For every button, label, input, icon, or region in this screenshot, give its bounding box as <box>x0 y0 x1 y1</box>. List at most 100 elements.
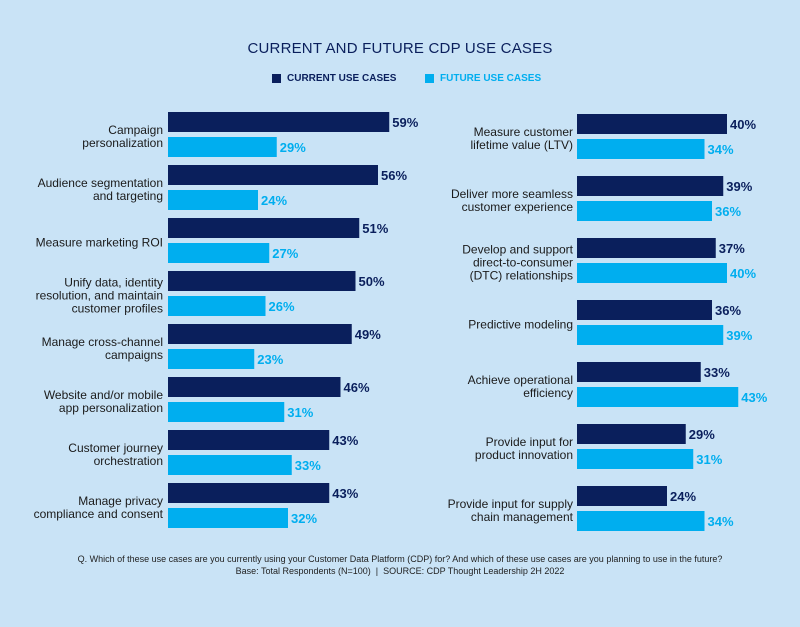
bar-current <box>168 483 330 503</box>
bar-future <box>577 511 705 531</box>
category-label: compliance and consent <box>34 507 164 521</box>
category-label: product innovation <box>475 448 573 462</box>
category-label: Measure customer <box>474 125 573 139</box>
bar-current <box>168 218 360 238</box>
data-label: 36% <box>715 204 741 219</box>
category-label: campaigns <box>105 348 163 362</box>
category-label: Provide input for supply <box>448 497 573 511</box>
category-label: customer profiles <box>72 302 163 316</box>
legend-label-current: CURRENT USE CASES <box>287 73 397 84</box>
category-label: Provide input for <box>486 435 573 449</box>
bar-current <box>577 176 724 196</box>
data-label: 50% <box>359 274 385 289</box>
category-label: Customer journey <box>68 441 163 455</box>
category-label: chain management <box>471 510 574 524</box>
bar-current <box>577 424 686 444</box>
category-label: personalization <box>82 136 163 150</box>
bar-current <box>168 377 341 397</box>
bar-future <box>577 139 705 159</box>
data-label: 33% <box>295 458 321 473</box>
data-label: 40% <box>730 117 756 132</box>
category-label: orchestration <box>94 454 163 468</box>
bar-future <box>168 508 288 528</box>
bar-future <box>168 455 292 475</box>
data-label: 34% <box>708 142 734 157</box>
data-label: 51% <box>362 221 388 236</box>
data-label: 59% <box>392 115 418 130</box>
category-label: Achieve operational <box>468 373 573 387</box>
bar-future <box>168 296 266 316</box>
bar-future <box>577 263 727 283</box>
bar-current <box>168 112 390 132</box>
category-label: Predictive modeling <box>468 318 573 332</box>
bar-current <box>168 324 352 344</box>
legend-swatch-future <box>425 74 434 83</box>
legend-current: CURRENT USE CASES <box>272 73 396 84</box>
category-label: lifetime value (LTV) <box>471 138 573 152</box>
data-label: 46% <box>344 380 370 395</box>
data-label: 49% <box>355 327 381 342</box>
data-label: 33% <box>704 365 730 380</box>
data-label: 27% <box>272 246 298 261</box>
data-label: 43% <box>332 486 358 501</box>
bar-future <box>577 387 739 407</box>
data-label: 31% <box>287 405 313 420</box>
bar-future <box>168 137 277 157</box>
category-label: direct-to-consumer <box>473 256 573 270</box>
bar-future <box>577 449 694 469</box>
footnote-source: Base: Total Respondents (N=100) | SOURCE… <box>235 566 565 576</box>
data-label: 24% <box>261 193 287 208</box>
category-label: Website and/or mobile <box>44 388 164 402</box>
data-label: 40% <box>730 266 756 281</box>
data-label: 37% <box>719 241 745 256</box>
bar-current <box>577 362 701 382</box>
data-label: 56% <box>381 168 407 183</box>
bar-current <box>577 300 712 320</box>
chart-title: CURRENT AND FUTURE CDP USE CASES <box>247 40 553 57</box>
category-label: Manage privacy <box>78 494 163 508</box>
bar-future <box>577 325 724 345</box>
bar-current <box>577 486 667 506</box>
category-label: resolution, and maintain <box>36 289 163 303</box>
bar-current <box>577 238 716 258</box>
category-label: Manage cross-channel <box>42 335 163 349</box>
bar-future <box>577 201 712 221</box>
data-label: 36% <box>715 303 741 318</box>
data-label: 26% <box>269 299 295 314</box>
bar-future <box>168 243 270 263</box>
data-label: 31% <box>696 452 722 467</box>
legend-future: FUTURE USE CASES <box>425 73 541 84</box>
category-label: Unify data, identity <box>64 276 163 290</box>
data-label: 34% <box>708 514 734 529</box>
legend-label-future: FUTURE USE CASES <box>440 73 542 84</box>
category-label: efficiency <box>523 386 573 400</box>
bar-current <box>577 114 727 134</box>
category-label: Campaign <box>108 123 163 137</box>
bar-current <box>168 271 356 291</box>
data-label: 32% <box>291 511 317 526</box>
data-label: 43% <box>741 390 767 405</box>
data-label: 24% <box>670 489 696 504</box>
category-label: Audience segmentation <box>38 176 163 190</box>
bar-current <box>168 430 330 450</box>
bar-future <box>168 402 285 422</box>
data-label: 43% <box>332 433 358 448</box>
category-label: Develop and support <box>462 243 573 257</box>
data-label: 23% <box>257 352 283 367</box>
category-label: Deliver more seamless <box>451 187 573 201</box>
category-label: and targeting <box>93 189 163 203</box>
category-label: customer experience <box>462 200 574 214</box>
bar-future <box>168 190 258 210</box>
data-label: 39% <box>726 179 752 194</box>
footnote-question: Q. Which of these use cases are you curr… <box>77 554 723 564</box>
data-label: 39% <box>726 328 752 343</box>
category-label: (DTC) relationships <box>470 269 573 283</box>
category-label: Measure marketing ROI <box>36 236 163 250</box>
bar-current <box>168 165 378 185</box>
legend-swatch-current <box>272 74 281 83</box>
data-label: 29% <box>280 140 306 155</box>
category-label: app personalization <box>59 401 163 415</box>
data-label: 29% <box>689 427 715 442</box>
bar-future <box>168 349 255 369</box>
